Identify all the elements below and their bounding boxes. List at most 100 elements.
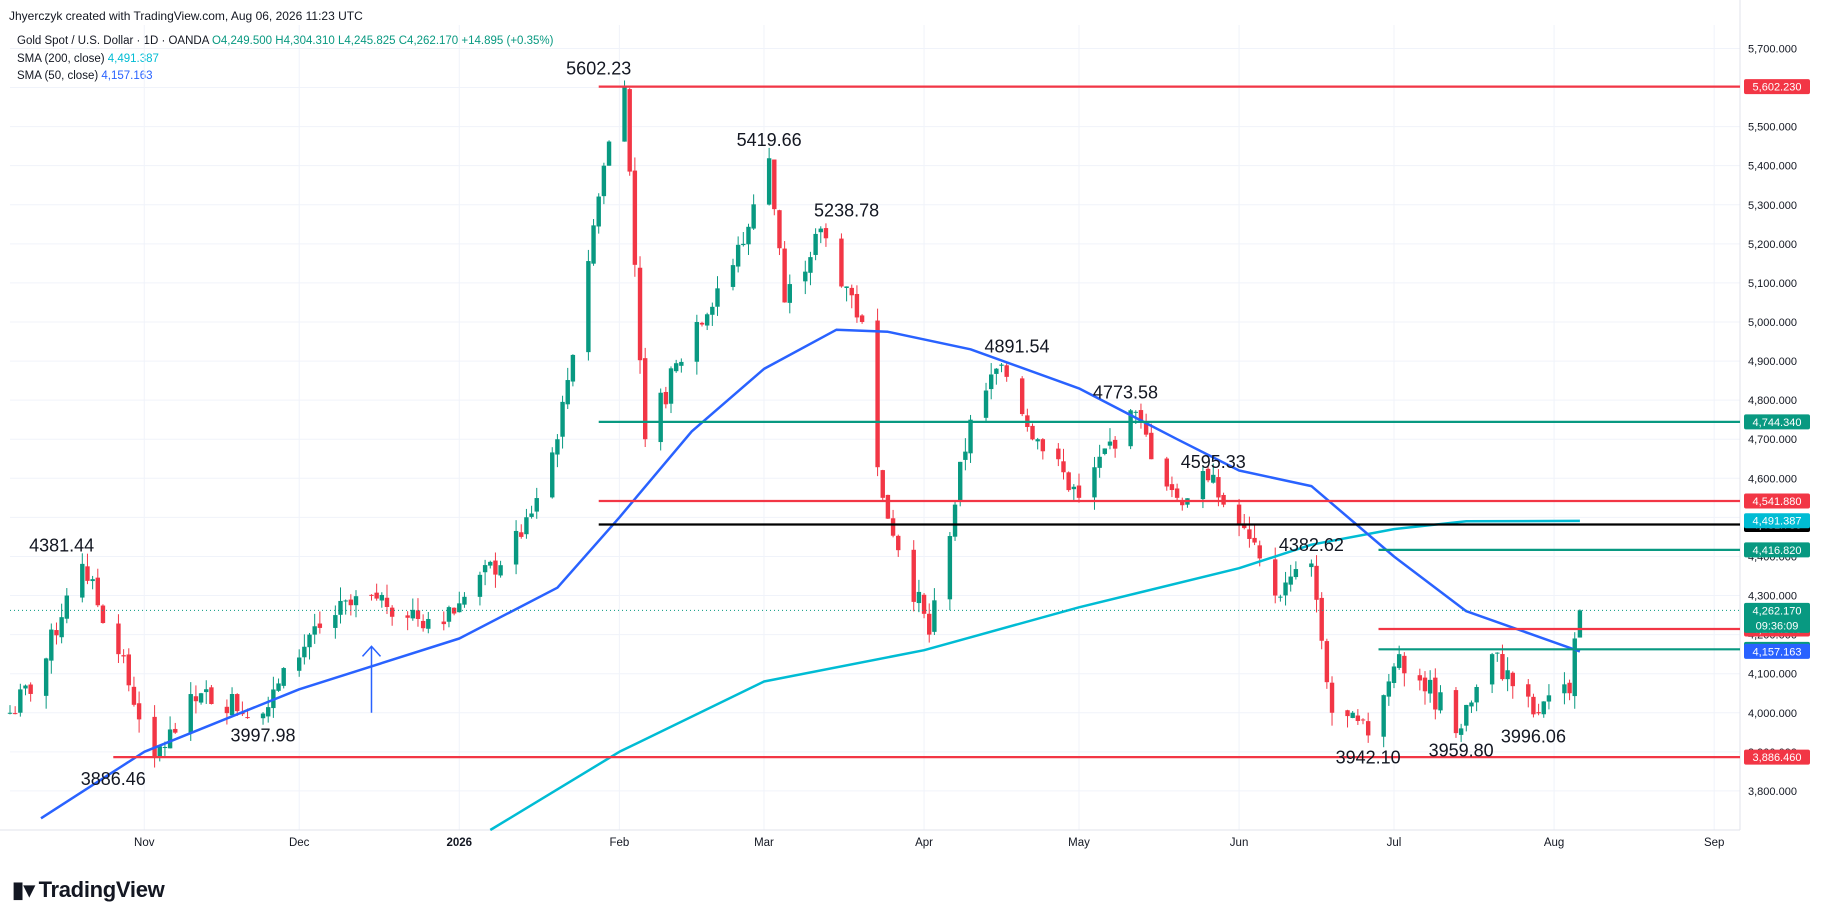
candle-body bbox=[1577, 610, 1583, 638]
price-tag bbox=[1744, 79, 1810, 95]
candle-body bbox=[498, 565, 503, 576]
price-annotation[interactable]: 4891.54 bbox=[984, 336, 1049, 356]
candle-body bbox=[12, 713, 18, 715]
candle-body bbox=[23, 685, 28, 689]
candle-body bbox=[1350, 712, 1355, 718]
price-tag bbox=[1744, 749, 1810, 765]
candle-body bbox=[426, 618, 431, 629]
candle-body bbox=[152, 716, 157, 758]
candle-body bbox=[1541, 701, 1546, 715]
legend-symbol-row[interactable]: Gold Spot / U.S. Dollar · 1D · OANDA O4,… bbox=[17, 33, 554, 51]
candle-body bbox=[586, 261, 591, 353]
candle-body bbox=[7, 712, 13, 714]
legend-sma200-value: 4,491.387 bbox=[107, 52, 159, 65]
candle-body bbox=[1221, 494, 1226, 505]
candle-body bbox=[777, 210, 782, 249]
legend-sma50-value: 4,157.163 bbox=[101, 70, 153, 82]
candles bbox=[7, 80, 1583, 768]
candle-body bbox=[90, 579, 95, 582]
candle-body bbox=[1030, 425, 1035, 440]
candle-body bbox=[859, 315, 865, 322]
candle-body bbox=[1458, 728, 1464, 735]
chart-legend: Gold Spot / U.S. Dollar · 1D · OANDA O4,… bbox=[17, 33, 554, 86]
candle-body bbox=[343, 600, 348, 602]
candle-body bbox=[379, 594, 385, 601]
candle-body bbox=[606, 141, 612, 166]
y-tick-label: 4,000.000 bbox=[1748, 708, 1797, 720]
y-tick-label: 5,500.000 bbox=[1748, 122, 1797, 134]
candle-body bbox=[751, 204, 756, 229]
candle-body bbox=[1180, 500, 1185, 506]
legend-sma200-row[interactable]: SMA (200, close) 4,491.387 bbox=[17, 51, 554, 69]
candle-body bbox=[457, 603, 462, 613]
candle-body bbox=[823, 228, 829, 239]
price-annotation[interactable]: 3886.46 bbox=[81, 769, 146, 789]
candle-body bbox=[663, 391, 669, 405]
legend-sma50-row[interactable]: SMA (50, close) 4,157.163 bbox=[17, 68, 554, 86]
legend-o-label: O bbox=[211, 35, 221, 47]
candle-body bbox=[235, 694, 240, 712]
y-tick-label: 5,100.000 bbox=[1748, 278, 1797, 290]
candle-body bbox=[1133, 411, 1138, 413]
candle-body bbox=[1422, 677, 1428, 692]
candle-body bbox=[482, 565, 488, 573]
price-annotation[interactable]: 3996.06 bbox=[1501, 726, 1566, 746]
candle-body bbox=[735, 244, 741, 267]
y-tick-label: 5,700.000 bbox=[1748, 43, 1797, 55]
y-tick-label: 4,300.000 bbox=[1748, 591, 1797, 603]
candle-body bbox=[1567, 682, 1572, 694]
price-annotation[interactable]: 3959.80 bbox=[1429, 740, 1494, 760]
price-tag bbox=[1744, 414, 1810, 430]
candle-body bbox=[100, 605, 106, 624]
price-annotation[interactable]: 4595.33 bbox=[1181, 452, 1246, 472]
y-tick-label: 4,600.000 bbox=[1748, 473, 1797, 485]
brand-name: TradingView bbox=[38, 877, 165, 902]
price-annotation[interactable]: 5238.78 bbox=[814, 201, 879, 221]
candle-body bbox=[1319, 597, 1324, 641]
candle-body bbox=[555, 439, 560, 455]
candle-body bbox=[1345, 710, 1350, 717]
candle-body bbox=[890, 518, 896, 536]
candle-body bbox=[854, 293, 860, 318]
candle-body bbox=[1076, 485, 1082, 498]
candle-body bbox=[1572, 638, 1577, 697]
candle-body bbox=[1288, 576, 1293, 585]
candle-body bbox=[782, 248, 787, 303]
price-annotation[interactable]: 3997.98 bbox=[231, 726, 296, 746]
candle-body bbox=[1097, 456, 1102, 468]
candle-body bbox=[704, 314, 710, 326]
candle-body bbox=[988, 374, 994, 390]
candle-body bbox=[808, 257, 813, 273]
candle-body bbox=[193, 696, 199, 702]
candle-body bbox=[1438, 692, 1443, 711]
candle-body bbox=[95, 577, 100, 606]
arrow-head-icon bbox=[361, 645, 382, 657]
candle-body bbox=[477, 574, 483, 597]
candle-body bbox=[43, 658, 49, 696]
candle-body bbox=[642, 358, 648, 440]
price-tag-label: 4,491.387 bbox=[1753, 516, 1802, 528]
legend-c-label: C bbox=[398, 35, 408, 47]
x-tick-label: Sep bbox=[1704, 837, 1724, 849]
candle-body bbox=[1019, 378, 1025, 415]
price-tag bbox=[1744, 542, 1810, 558]
candle-body bbox=[1536, 712, 1541, 714]
candle-body bbox=[958, 461, 963, 502]
candle-body bbox=[85, 566, 90, 581]
x-tick-label: 2026 bbox=[446, 837, 472, 849]
price-annotation[interactable]: 5602.23 bbox=[566, 59, 631, 79]
sma200-line bbox=[489, 519, 1580, 832]
candle-body bbox=[885, 494, 891, 519]
price-annotation[interactable]: 4382.62 bbox=[1279, 535, 1344, 555]
price-annotation[interactable]: 5419.66 bbox=[737, 130, 802, 150]
legend-close: 4,262.170 bbox=[407, 35, 459, 47]
price-annotation[interactable]: 4381.44 bbox=[29, 536, 94, 556]
candle-body bbox=[493, 560, 498, 575]
candle-body bbox=[116, 623, 121, 655]
candle-body bbox=[131, 686, 137, 705]
price-annotation[interactable]: 3942.10 bbox=[1336, 747, 1401, 767]
candle-body bbox=[1169, 484, 1175, 491]
candle-body bbox=[1102, 448, 1108, 454]
price-annotation[interactable]: 4773.58 bbox=[1093, 382, 1158, 402]
